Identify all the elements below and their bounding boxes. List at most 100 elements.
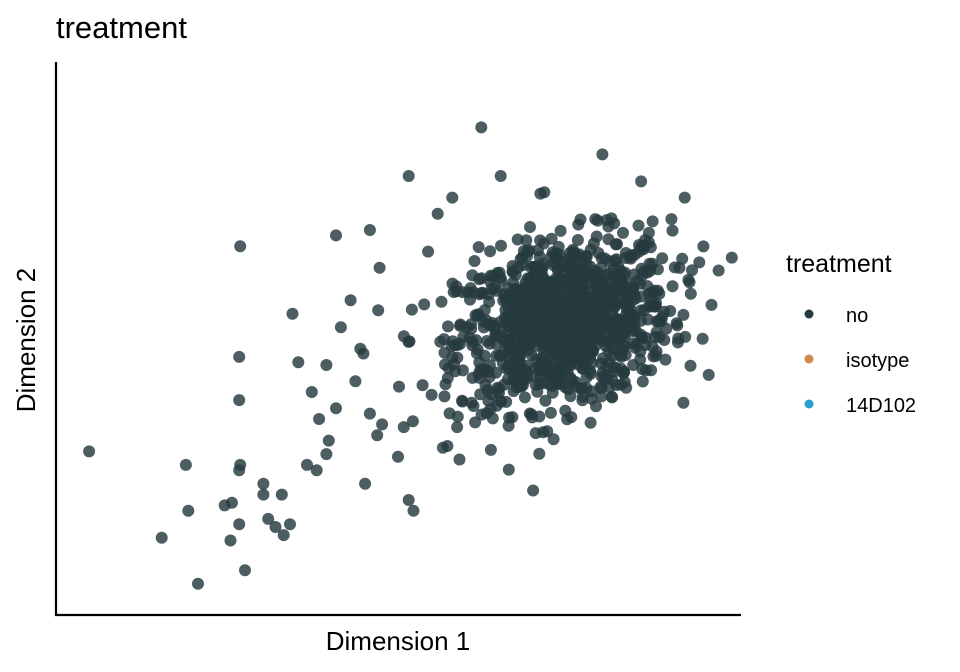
data-point: [605, 318, 618, 331]
data-point: [372, 304, 385, 317]
data-point: [155, 531, 168, 544]
data-point: [643, 257, 656, 270]
data-point: [192, 577, 204, 590]
data-point: [684, 287, 697, 300]
data-point: [233, 464, 246, 477]
data-point: [517, 325, 530, 338]
data-point: [436, 441, 449, 454]
data-point: [576, 394, 589, 407]
data-point: [595, 357, 608, 370]
data-point: [534, 234, 547, 247]
data-point: [635, 175, 648, 188]
data-point: [435, 295, 448, 308]
data-point: [666, 224, 679, 237]
data-point: [313, 413, 326, 425]
data-point: [470, 334, 483, 347]
legend-swatch: [804, 309, 814, 319]
data-point: [483, 337, 496, 350]
data-point: [540, 319, 553, 332]
data-point: [376, 418, 389, 431]
data-point: [475, 121, 488, 134]
data-point: [544, 406, 557, 419]
data-point: [491, 284, 504, 297]
data-point: [598, 273, 611, 286]
data-point: [570, 248, 583, 261]
data-point: [257, 488, 270, 501]
data-point: [502, 463, 515, 476]
data-point: [466, 269, 479, 282]
data-point: [574, 213, 587, 226]
data-point: [564, 316, 577, 329]
data-point: [671, 336, 684, 349]
data-point: [509, 283, 522, 295]
data-point: [467, 400, 480, 412]
data-point: [438, 333, 450, 346]
data-point: [511, 343, 523, 356]
legend-label: 14D102: [846, 395, 916, 417]
data-point: [514, 292, 527, 305]
data-point: [532, 276, 545, 289]
data-point: [529, 362, 542, 375]
data-point: [591, 214, 604, 227]
data-point: [310, 464, 323, 477]
data-point: [606, 341, 619, 354]
data-point: [402, 494, 415, 506]
data-point: [563, 305, 576, 318]
data-point: [393, 380, 405, 393]
data-point: [521, 340, 533, 353]
chart-title: treatment: [56, 10, 187, 45]
data-point: [510, 381, 523, 394]
data-point: [551, 329, 564, 342]
data-point: [527, 327, 540, 340]
data-point: [626, 294, 639, 307]
data-point: [576, 362, 589, 374]
data-point: [275, 488, 288, 501]
data-point: [490, 399, 503, 412]
data-point: [305, 386, 318, 398]
data-point: [262, 512, 275, 525]
data-point: [573, 292, 586, 305]
data-point: [320, 359, 333, 371]
data-point: [544, 281, 557, 294]
data-point: [666, 280, 679, 293]
data-point: [443, 407, 456, 420]
data-point: [574, 341, 587, 354]
data-point: [683, 276, 696, 289]
data-point: [182, 504, 195, 517]
x-axis-label: Dimension 1: [326, 626, 471, 656]
data-point: [473, 288, 486, 301]
data-point: [547, 433, 560, 446]
data-point: [494, 271, 507, 284]
data-point: [539, 331, 552, 344]
data-point: [233, 350, 246, 363]
data-point: [605, 390, 618, 403]
legend-item-isotype: isotype: [804, 350, 909, 372]
data-point: [665, 213, 678, 226]
data-point: [567, 332, 580, 344]
data-point: [678, 191, 691, 204]
data-point: [517, 259, 530, 271]
legend-item-no: no: [804, 305, 868, 327]
y-axis-label: Dimension 2: [11, 268, 41, 413]
data-point: [671, 319, 684, 332]
data-point: [501, 310, 514, 323]
data-point: [677, 396, 690, 409]
data-point: [495, 239, 507, 252]
data-point: [83, 445, 96, 458]
data-point: [301, 458, 313, 471]
data-point: [454, 337, 467, 350]
data-point: [363, 407, 376, 420]
data-point: [585, 392, 598, 405]
data-point: [598, 373, 611, 386]
legend-label: no: [846, 305, 868, 327]
data-point: [636, 375, 649, 388]
data-point: [611, 238, 623, 251]
data-point: [693, 256, 706, 269]
points-layer: [83, 121, 738, 590]
data-point: [484, 443, 497, 456]
data-point: [618, 365, 630, 378]
data-point: [615, 378, 628, 391]
data-point: [585, 304, 598, 317]
data-point: [269, 521, 282, 533]
